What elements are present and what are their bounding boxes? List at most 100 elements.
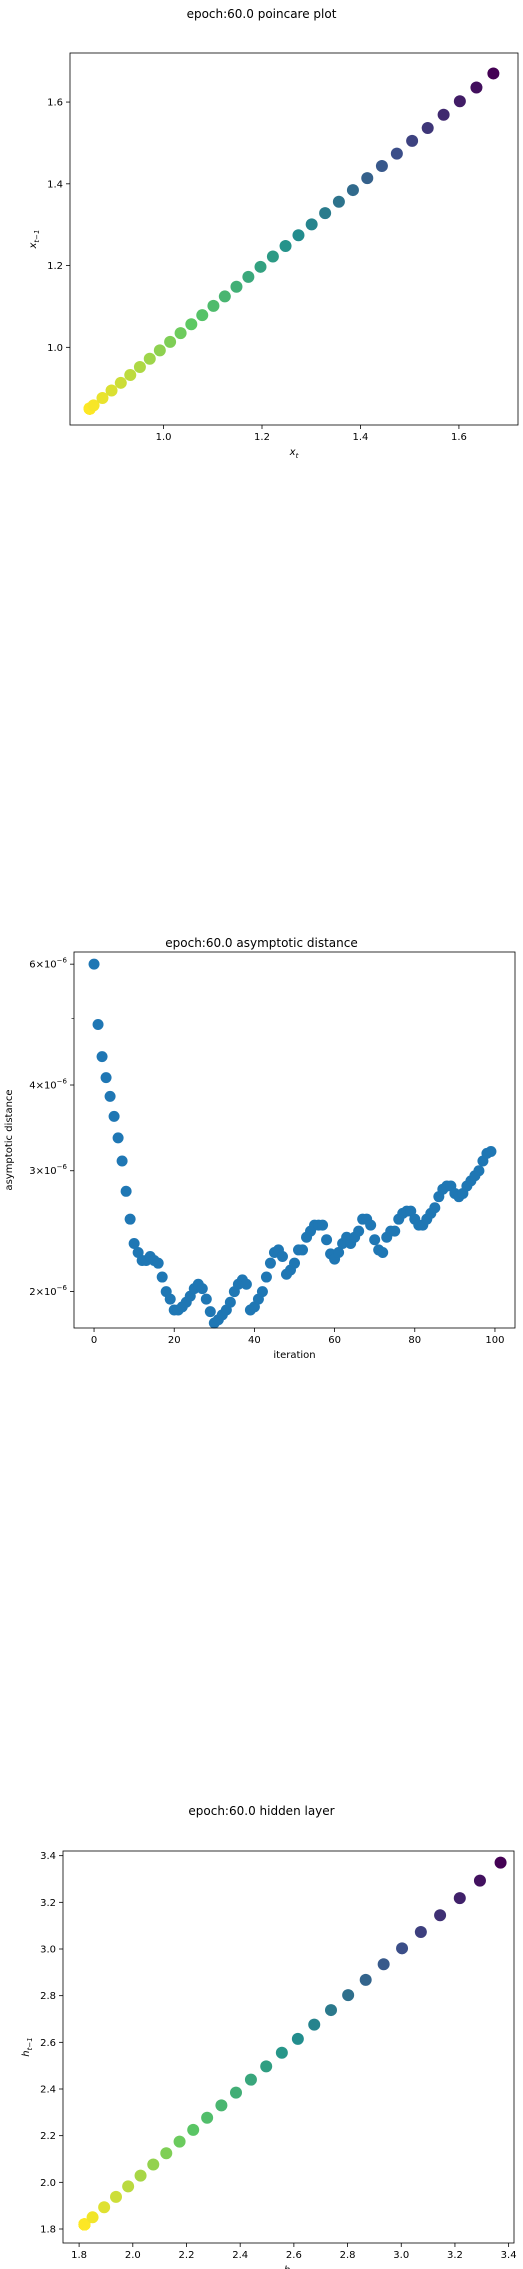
y-tick-label: 2.2 bbox=[40, 2131, 56, 2142]
data-point bbox=[406, 134, 419, 147]
y-tick-label: 2.4 bbox=[40, 2085, 56, 2096]
data-point bbox=[359, 1973, 372, 1986]
data-point bbox=[133, 360, 146, 373]
data-point bbox=[291, 2032, 304, 2045]
data-point bbox=[147, 2158, 160, 2171]
x-tick-label: 1.8 bbox=[71, 2250, 87, 2261]
data-point bbox=[289, 1257, 300, 1269]
y-tick-label: 6×10−6 bbox=[29, 957, 67, 971]
x-tick-label: 2.6 bbox=[286, 2250, 302, 2261]
x-tick-label: 2.4 bbox=[232, 2250, 248, 2261]
y-tick-label: 1.8 bbox=[40, 2225, 56, 2236]
x-tick-label: 3.4 bbox=[501, 2250, 517, 2261]
data-point bbox=[453, 1892, 466, 1905]
data-point bbox=[105, 384, 118, 397]
data-point bbox=[152, 1257, 164, 1269]
data-point bbox=[116, 1155, 128, 1167]
data-point bbox=[260, 2060, 273, 2073]
data-point bbox=[143, 352, 156, 365]
data-point bbox=[396, 1942, 409, 1955]
data-point bbox=[207, 299, 220, 312]
x-tick-label: 2.2 bbox=[179, 2250, 195, 2261]
data-point bbox=[275, 2046, 288, 2059]
data-point bbox=[215, 2099, 228, 2112]
data-point bbox=[201, 2111, 214, 2124]
x-tick-label: 2.8 bbox=[340, 2250, 356, 2261]
data-point bbox=[187, 2123, 200, 2136]
data-point bbox=[353, 1225, 365, 1237]
data-point bbox=[218, 290, 231, 303]
x-tick-label: 100 bbox=[485, 1335, 504, 1346]
x-tick-label: 60 bbox=[328, 1335, 341, 1346]
data-point bbox=[342, 1989, 355, 2002]
data-point bbox=[266, 250, 279, 263]
data-point bbox=[120, 1185, 132, 1197]
data-point bbox=[224, 1296, 236, 1308]
plot-frame bbox=[62, 1850, 515, 2244]
data-point bbox=[98, 2201, 111, 2214]
x-tick-label: 2.0 bbox=[125, 2250, 141, 2261]
data-point bbox=[156, 1271, 168, 1283]
y-axis-label: asymptotic distance bbox=[4, 1089, 15, 1190]
data-point bbox=[279, 240, 292, 253]
data-point bbox=[244, 2073, 257, 2086]
data-point bbox=[114, 376, 127, 389]
data-point bbox=[112, 1132, 124, 1144]
data-point bbox=[346, 184, 359, 197]
y-tick-label: 2.8 bbox=[40, 1991, 56, 2002]
data-point bbox=[96, 392, 109, 405]
data-point bbox=[485, 1146, 497, 1158]
data-point bbox=[375, 160, 388, 173]
data-point bbox=[365, 1219, 377, 1231]
x-axis-label: ht bbox=[284, 2265, 293, 2269]
x-tick-label: 1.0 bbox=[156, 432, 172, 443]
data-point bbox=[88, 958, 100, 970]
data-point bbox=[256, 1286, 268, 1298]
x-tick-label: 20 bbox=[168, 1335, 181, 1346]
data-point bbox=[437, 108, 450, 121]
data-point bbox=[160, 2147, 173, 2160]
x-tick-label: 80 bbox=[408, 1335, 421, 1346]
data-point bbox=[308, 2018, 321, 2031]
data-point bbox=[324, 2004, 337, 2017]
data-point bbox=[333, 1247, 345, 1259]
data-point bbox=[369, 1234, 381, 1246]
x-tick-label: 3.2 bbox=[447, 2250, 463, 2261]
data-point bbox=[297, 1244, 309, 1256]
data-point bbox=[108, 1110, 120, 1122]
data-point bbox=[321, 1234, 333, 1246]
hidden-title: epoch:60.0 hidden layer bbox=[188, 1804, 335, 1818]
data-point bbox=[473, 1874, 486, 1887]
data-point bbox=[104, 1090, 116, 1102]
y-tick-label: 3.2 bbox=[40, 1898, 56, 1909]
y-tick-label: 1.6 bbox=[47, 98, 63, 109]
poincare-figure: epoch:60.0 poincare plot 1.0 1.2 1.4 1.6 1.0… bbox=[0, 0, 523, 760]
data-point bbox=[319, 207, 332, 220]
data-point bbox=[434, 1909, 447, 1922]
data-point bbox=[470, 81, 483, 94]
y-tick-label: 1.4 bbox=[47, 179, 63, 190]
data-point bbox=[86, 2211, 99, 2224]
data-point bbox=[494, 1856, 507, 1869]
data-point bbox=[124, 1213, 136, 1225]
data-point bbox=[100, 1072, 112, 1084]
poincare-title: epoch:60.0 poincare plot bbox=[186, 7, 337, 21]
x-tick-label: 40 bbox=[248, 1335, 261, 1346]
data-point bbox=[185, 318, 198, 331]
x-tick-label: 1.4 bbox=[353, 432, 369, 443]
data-point bbox=[87, 399, 100, 412]
data-point bbox=[361, 172, 374, 185]
data-point bbox=[134, 2169, 147, 2182]
data-point bbox=[78, 2218, 91, 2231]
data-point bbox=[390, 147, 403, 160]
data-point bbox=[240, 1278, 252, 1290]
y-tick-label: 3.4 bbox=[40, 1851, 56, 1862]
x-axis-label: xt bbox=[289, 447, 299, 460]
plot-frame bbox=[69, 52, 519, 426]
data-point bbox=[196, 1283, 208, 1295]
y-tick-label: 2.6 bbox=[40, 2038, 56, 2049]
data-point bbox=[153, 344, 166, 357]
data-point bbox=[200, 1293, 212, 1305]
